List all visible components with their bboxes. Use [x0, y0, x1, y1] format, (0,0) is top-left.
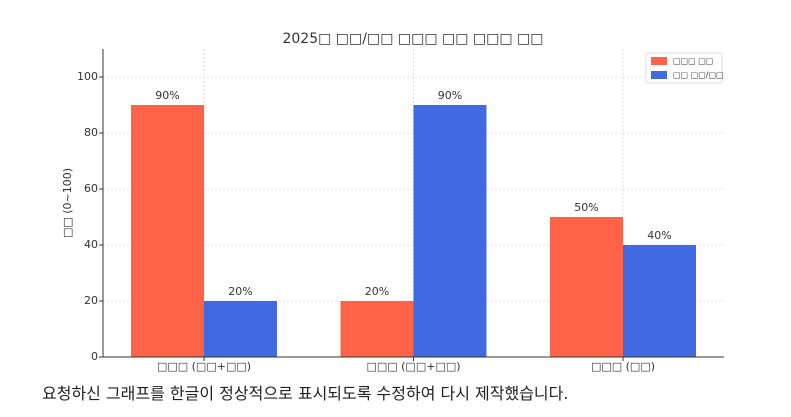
y-axis-label: □□ (0~100): [61, 168, 74, 238]
x-tick-label: □□□ (□□+□□): [157, 360, 251, 373]
y-tick-label: 100: [77, 70, 98, 83]
bar: [340, 301, 414, 357]
message: 요청하신 그래프를 한글이 정상적으로 표시되도록 수정하여 다시 제작했습니다…: [42, 384, 569, 403]
chart: 2025□ □□/□□ □□□ □□ □□□ □□ □□ (0~100) 0 20…: [61, 31, 724, 373]
legend-label: □□□ □□: [673, 57, 713, 66]
legend-swatch: [651, 57, 667, 65]
y-tick-label: 40: [84, 238, 98, 251]
bar: [131, 105, 204, 357]
bar: [413, 105, 487, 357]
legend-swatch: [651, 71, 667, 79]
y-tick-label: 80: [84, 126, 98, 139]
value-label: 20%: [365, 285, 389, 298]
chart-title: 2025□ □□/□□ □□□ □□ □□□ □□: [282, 31, 543, 47]
bar: [623, 245, 696, 357]
bar: [550, 217, 623, 357]
x-tick-label: □□□ (□□+□□): [366, 360, 460, 373]
value-label: 90%: [155, 89, 179, 102]
y-tick-label: 60: [84, 182, 98, 195]
value-label: 20%: [228, 285, 252, 298]
y-tick-label: 20: [84, 294, 98, 307]
value-label: 50%: [574, 201, 598, 214]
x-tick-label: □□□ (□□): [591, 360, 655, 373]
y-tick-label: 0: [91, 350, 98, 363]
legend-label: □□ □□/□□: [673, 71, 724, 80]
value-label: 40%: [647, 229, 671, 242]
value-label: 90%: [438, 89, 462, 102]
bar: [204, 301, 277, 357]
